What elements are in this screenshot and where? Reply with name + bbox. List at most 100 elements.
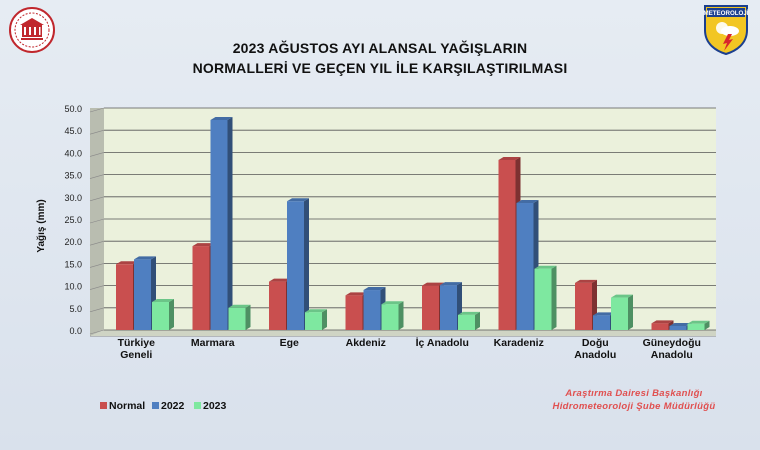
bar-side — [227, 116, 233, 330]
bar-side — [551, 265, 557, 330]
bar-face — [134, 259, 151, 330]
bar-top — [305, 309, 327, 313]
legend-swatch-normal — [100, 402, 107, 409]
plot-side-wall — [90, 108, 104, 336]
logo-text: METEOROLOJİ — [703, 10, 748, 17]
bar-top — [363, 287, 386, 291]
bar-top — [287, 198, 309, 202]
bar-face — [228, 307, 246, 330]
bar-face — [669, 326, 687, 330]
gridline-wall — [89, 240, 105, 246]
bar-top — [269, 278, 291, 282]
bar-side — [398, 301, 404, 330]
x-tick-label: Güneydoğu Anadolu — [643, 337, 701, 361]
gridline-wall — [89, 329, 105, 335]
legend-label-2023: 2023 — [203, 400, 227, 412]
bar-side — [322, 309, 327, 330]
bar-top — [593, 312, 615, 316]
y-tick-label: 25.0 — [64, 215, 82, 225]
bar-side — [475, 311, 480, 330]
gridline-wall — [89, 174, 105, 179]
bar-top — [498, 156, 521, 160]
x-tick-label: Marmara — [191, 337, 235, 349]
chart-title-line-2: NORMALLERİ VE GEÇEN YIL İLE KARŞILAŞTIRI… — [192, 60, 568, 76]
legend-label-normal: Normal — [109, 400, 145, 412]
y-tick-label: 20.0 — [64, 237, 82, 247]
bar-face — [498, 159, 516, 330]
bar-top — [669, 323, 692, 327]
bar-face — [363, 290, 381, 330]
gridline-wall — [89, 107, 105, 113]
ministry-emblem-icon — [9, 7, 55, 53]
bar-face — [269, 281, 286, 330]
bar-face — [116, 264, 133, 330]
bar-side — [628, 294, 633, 330]
bar-2023-7 — [687, 320, 710, 330]
legend-swatch-2022 — [152, 402, 159, 409]
bar-side — [304, 198, 309, 330]
plot-floor — [90, 330, 716, 336]
bar-side — [169, 299, 174, 330]
bar-face — [305, 312, 322, 330]
gridline-wall — [89, 152, 105, 157]
bar-face — [516, 203, 534, 330]
y-tick-label: 5.0 — [69, 304, 82, 314]
bar-face — [593, 315, 610, 330]
bar-top — [345, 292, 368, 296]
bar-face — [458, 314, 475, 330]
bar-top — [611, 294, 633, 298]
bar-face — [381, 304, 399, 330]
x-tick-label: Türkiye Geneli — [118, 337, 156, 361]
credit-line-2: Hidrometeoroloji Şube Müdürlüğü — [552, 401, 716, 412]
bar-face — [210, 119, 228, 330]
y-tick-label: 40.0 — [64, 148, 82, 158]
bar-2023-0 — [152, 299, 174, 330]
bar-side — [245, 304, 251, 330]
bar-face — [534, 268, 552, 330]
gridline-wall — [89, 129, 105, 135]
bar-2023-2 — [305, 309, 327, 330]
bar-2023-6 — [611, 294, 633, 330]
bar-face — [192, 246, 210, 330]
credit-line-1: Araştırma Dairesi Başkanlığı — [565, 388, 703, 399]
y-tick-label: 0.0 — [69, 326, 82, 336]
gridline-wall — [89, 307, 105, 313]
bar-top — [152, 299, 174, 303]
bar-top — [116, 261, 138, 265]
bar-face — [651, 323, 669, 330]
y-tick-label: 15.0 — [64, 259, 82, 269]
bar-top — [575, 279, 597, 283]
bar-top — [192, 243, 215, 247]
bar-top — [228, 304, 251, 308]
gridline-wall — [89, 218, 105, 224]
bar-face — [611, 297, 628, 330]
bar-face — [575, 282, 592, 330]
bar-top — [458, 311, 480, 315]
legend-label-2022: 2022 — [161, 400, 185, 412]
bar-top — [422, 282, 444, 286]
bar-2023-3 — [381, 301, 404, 330]
chart-title-line-1: 2023 AĞUSTOS AYI ALANSAL YAĞIŞLARIN — [232, 40, 528, 56]
bar-side — [704, 320, 710, 330]
bar-2023-4 — [458, 311, 480, 330]
bar-top — [134, 256, 156, 260]
bar-face — [287, 201, 304, 330]
x-tick-label: Ege — [280, 337, 299, 349]
bar-top — [516, 200, 539, 204]
bar-2023-5 — [534, 265, 557, 330]
bar-2022-1 — [210, 116, 233, 330]
meteorology-logo-icon: METEOROLOJİ — [703, 5, 749, 56]
x-tick-label: Doğu Anadolu — [574, 337, 616, 361]
bar-face — [440, 285, 457, 330]
bar-face — [422, 285, 439, 330]
bar-top — [534, 265, 557, 269]
y-axis-label: Yağış (mm) — [36, 199, 47, 252]
x-tick-label: Karadeniz — [494, 337, 544, 349]
bar-top — [687, 320, 710, 324]
y-tick-label: 10.0 — [64, 282, 82, 292]
y-tick-label: 45.0 — [64, 126, 82, 136]
bar-2022-2 — [287, 198, 309, 330]
bar-top — [651, 320, 674, 324]
bar-face — [345, 295, 363, 330]
